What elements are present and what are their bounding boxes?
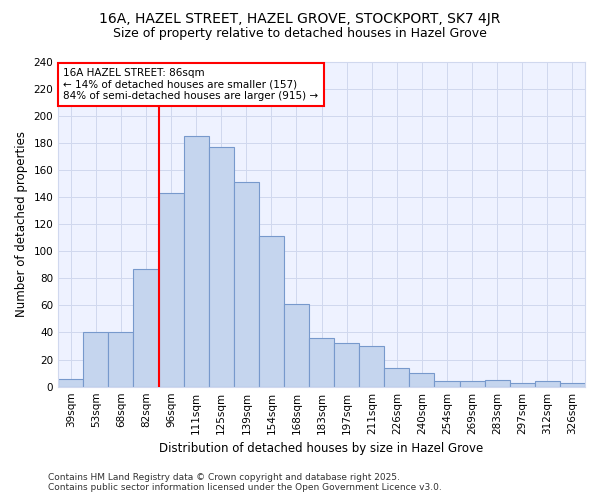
Bar [184, 136, 209, 386]
Bar [309, 338, 334, 386]
Text: 16A HAZEL STREET: 86sqm
← 14% of detached houses are smaller (157)
84% of semi-d: 16A HAZEL STREET: 86sqm ← 14% of detache… [64, 68, 319, 101]
X-axis label: Distribution of detached houses by size in Hazel Grove: Distribution of detached houses by size … [160, 442, 484, 455]
Bar [560, 382, 585, 386]
Bar [234, 182, 259, 386]
Bar [485, 380, 510, 386]
Y-axis label: Number of detached properties: Number of detached properties [15, 131, 28, 317]
Bar [510, 382, 535, 386]
Text: Contains HM Land Registry data © Crown copyright and database right 2025.
Contai: Contains HM Land Registry data © Crown c… [48, 473, 442, 492]
Bar [259, 236, 284, 386]
Bar [83, 332, 109, 386]
Bar [209, 147, 234, 386]
Bar [284, 304, 309, 386]
Bar [334, 344, 359, 386]
Bar [460, 382, 485, 386]
Bar [58, 378, 83, 386]
Bar [535, 382, 560, 386]
Bar [158, 193, 184, 386]
Bar [385, 368, 409, 386]
Bar [434, 382, 460, 386]
Bar [109, 332, 133, 386]
Bar [133, 269, 158, 386]
Text: Size of property relative to detached houses in Hazel Grove: Size of property relative to detached ho… [113, 28, 487, 40]
Bar [359, 346, 385, 387]
Text: 16A, HAZEL STREET, HAZEL GROVE, STOCKPORT, SK7 4JR: 16A, HAZEL STREET, HAZEL GROVE, STOCKPOR… [100, 12, 500, 26]
Bar [409, 373, 434, 386]
